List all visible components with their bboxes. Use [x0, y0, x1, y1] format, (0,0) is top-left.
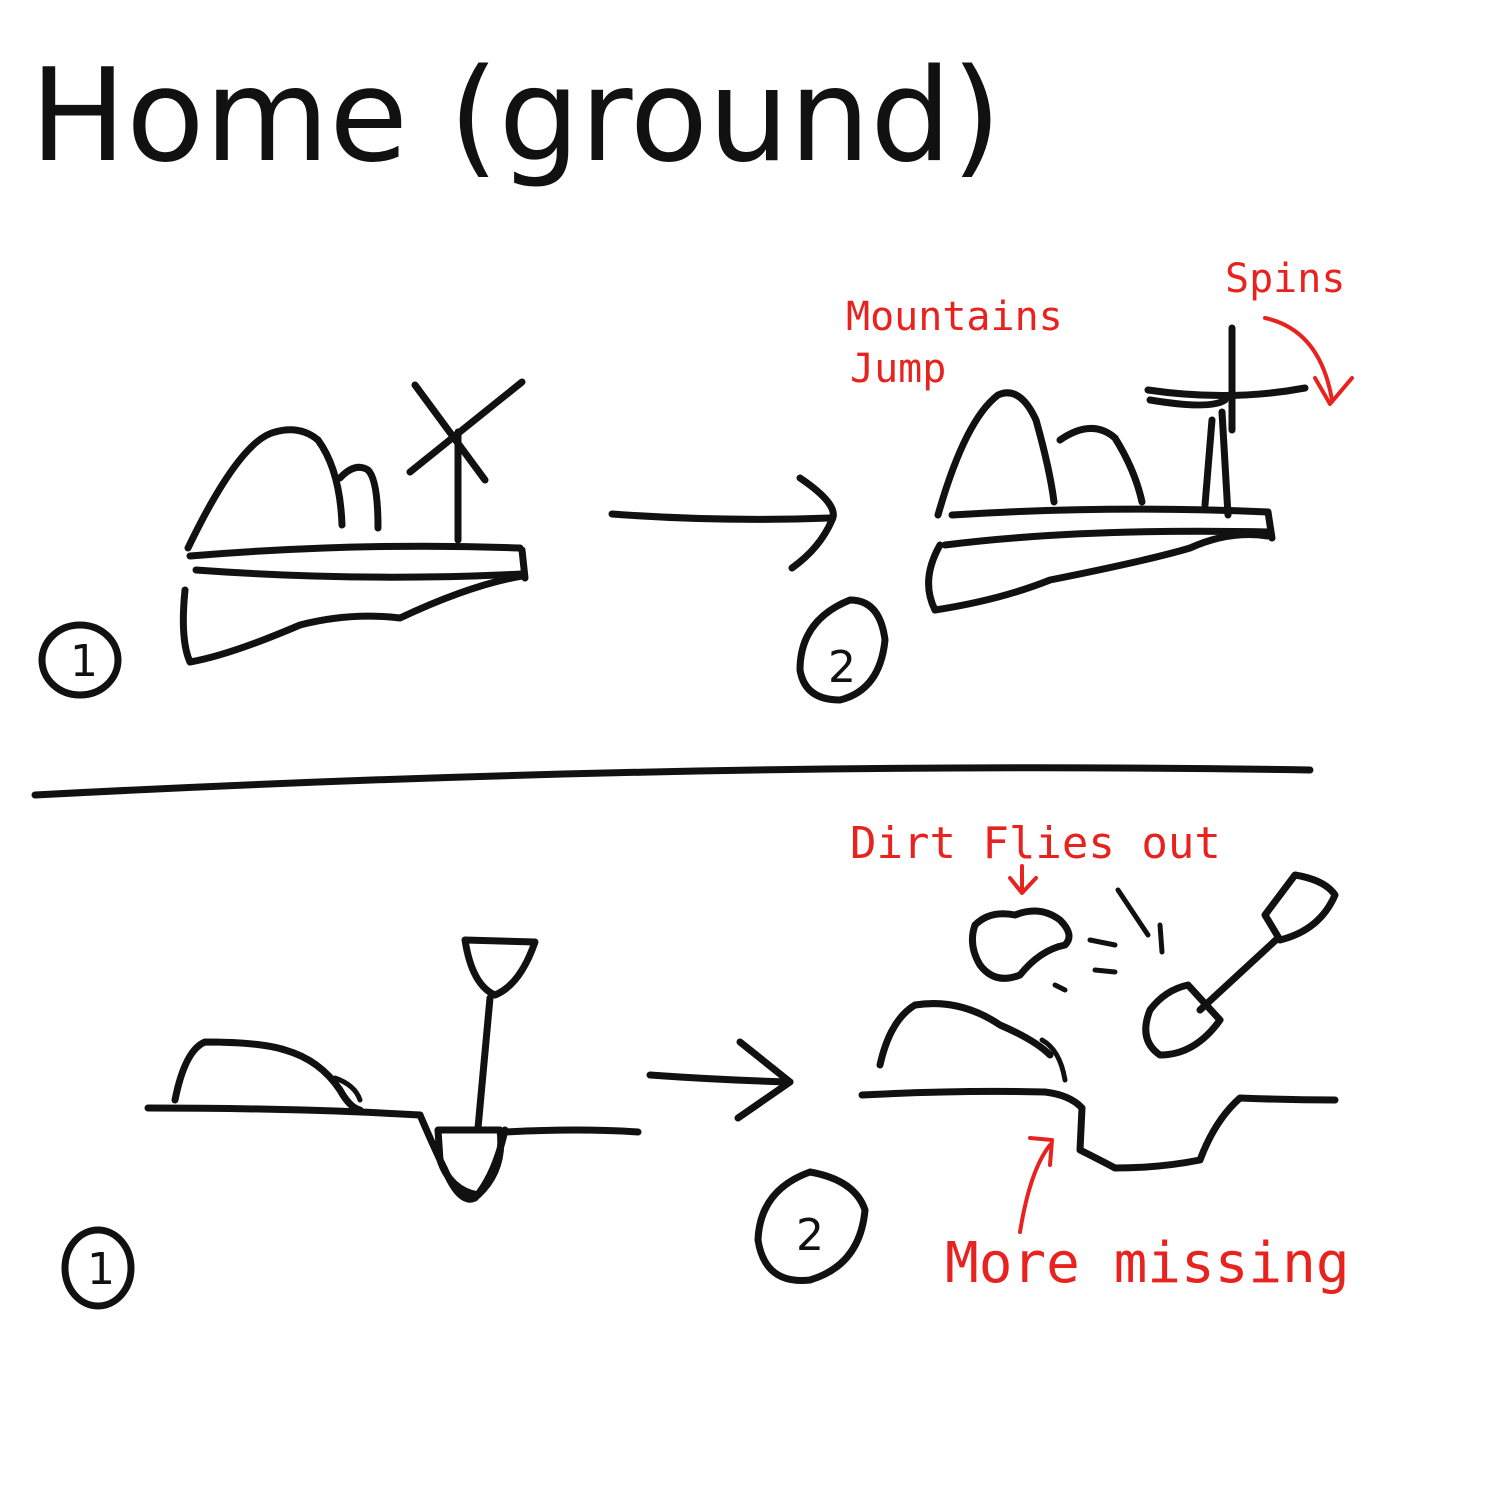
svg-text:More missing: More missing: [945, 1231, 1350, 1296]
bottom-transition-arrow: [646, 1038, 794, 1122]
svg-text:2: 2: [828, 642, 856, 693]
top-frame-1-windmill: [406, 378, 526, 544]
svg-text:1: 1: [87, 1244, 115, 1295]
spins-arrow: [1263, 316, 1334, 402]
more-missing-annotation: More missing: [945, 1136, 1350, 1296]
missing-arrow: [1018, 1143, 1052, 1234]
svg-text:Jump: Jump: [850, 346, 946, 392]
svg-text:Dirt Flies out: Dirt Flies out: [850, 818, 1221, 869]
page-title: Home (ground): [30, 42, 1001, 191]
panel-divider: [31, 764, 1314, 799]
bottom-frame-1-step-number: 1: [61, 1226, 135, 1310]
bottom-frame-2-ground: [858, 1000, 1339, 1172]
svg-text:Mountains: Mountains: [846, 294, 1063, 340]
top-frame-2-step-number: 2: [796, 596, 889, 704]
svg-text:1: 1: [70, 636, 98, 687]
bottom-frame-2-dirt-clump: [968, 887, 1165, 993]
bottom-frame-1-ground: [144, 1038, 642, 1203]
svg-text:Spins: Spins: [1225, 256, 1345, 302]
top-frame-1-step-number: 1: [38, 621, 122, 699]
top-frame-1-island: [179, 426, 529, 666]
top-frame-2-windmill: [1144, 324, 1309, 519]
bottom-frame-1-shovel: [434, 936, 539, 1199]
mountains-jump-annotation: Mountains Jump: [846, 294, 1063, 392]
bottom-frame-2-step-number: 2: [754, 1168, 869, 1284]
top-transition-arrow: [608, 474, 837, 572]
spins-annotation: Spins: [1225, 256, 1354, 406]
dirt-flies-out-annotation: Dirt Flies out: [850, 818, 1221, 895]
bottom-frame-2-shovel: [1142, 871, 1339, 1059]
svg-text:2: 2: [796, 1210, 824, 1261]
